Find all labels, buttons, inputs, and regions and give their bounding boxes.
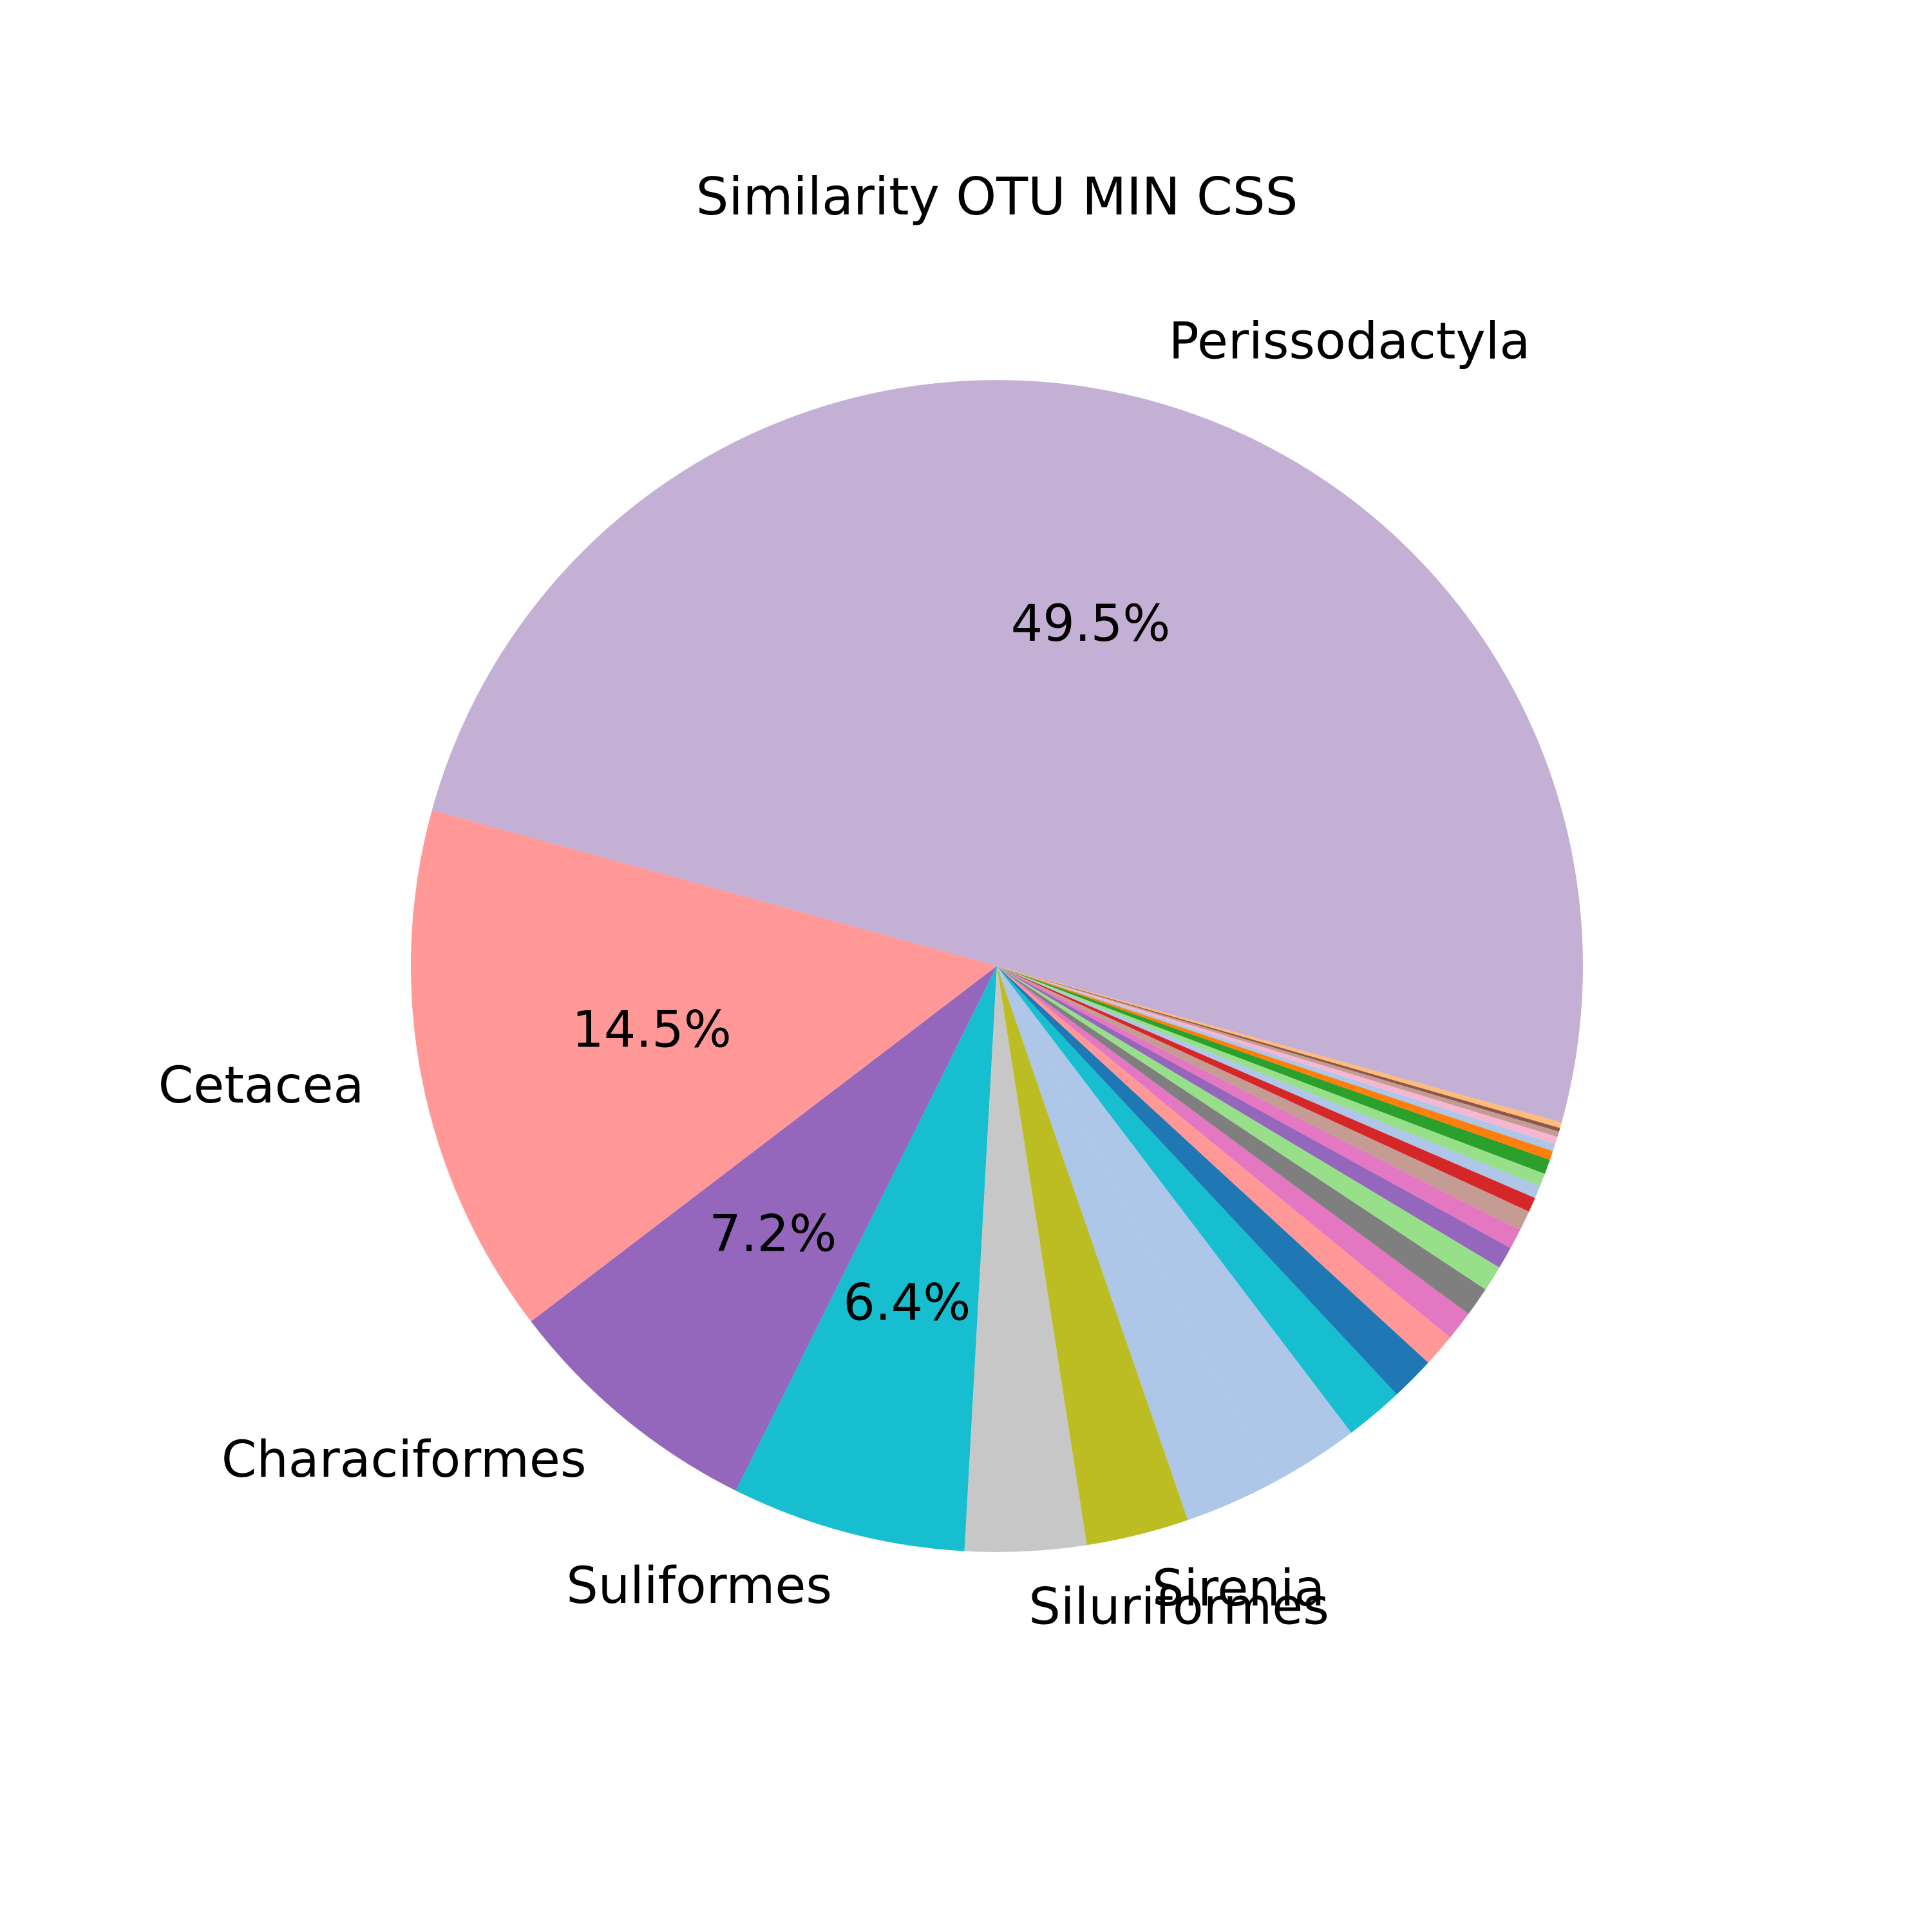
slice-label-characiformes: Characiformes: [222, 1431, 587, 1489]
chart-title: Similarity OTU MIN CSS: [696, 167, 1298, 227]
pie-slice-minor-6: [997, 966, 1273, 1520]
pie-slice-minor-12: [997, 966, 1486, 1314]
slice-percent-suliformes: 6.4%: [843, 1274, 971, 1332]
pie-labels: Perissodactyla Cetacea Characiformes Sulifo…: [158, 313, 1530, 1636]
pie-slice-minor-16: [997, 966, 1530, 1230]
pie-slice-minor-19: [997, 966, 1545, 1186]
pie-slice-minor-13: [997, 966, 1500, 1290]
slice-label-sirenia: Sirenia: [1152, 1560, 1325, 1618]
pie-slice-minor-18: [997, 966, 1540, 1198]
pie-slice-minor-20: [997, 966, 1550, 1174]
slice-label-cetacea: Cetacea: [158, 1057, 365, 1115]
pie-slice-minor-15: [997, 966, 1520, 1249]
pie-slice-minor-11: [997, 966, 1469, 1338]
pie-slice-siluriformes: [964, 966, 1087, 1552]
pie-slice-minor-9: [997, 966, 1428, 1395]
pie-slice-minor-17: [997, 966, 1535, 1212]
pie-slice-characiformes: [531, 966, 997, 1491]
pie-slice-minor-7: [997, 966, 1352, 1483]
pie-slice-minor-25: [997, 966, 1560, 1132]
pie-slice-sirenia: [997, 966, 1188, 1546]
pie-slice-perissodactyla: [431, 380, 1583, 1123]
pie-percent-labels: 49.5% 14.5% 7.2%6.4%: [572, 595, 1170, 1332]
slice-label-suliformes: Suliformes: [566, 1557, 832, 1615]
pie-slice-suliformes: [735, 966, 997, 1551]
slice-percent-characiformes: 7.2%: [709, 1205, 837, 1263]
pie-slice-minor-24: [997, 966, 1559, 1137]
pie-slice-minor-14: [997, 966, 1511, 1268]
pie-slice-minor-21: [997, 966, 1553, 1160]
slice-percent-cetacea: 14.5%: [572, 1001, 732, 1059]
pie-slice-minor-22: [997, 966, 1556, 1151]
slice-label-perissodactyla: Perissodactyla: [1169, 313, 1530, 371]
slice-label-siluriformes: Siluriformes: [1028, 1578, 1329, 1636]
pie-slice-minor-23: [997, 966, 1558, 1144]
pie-slice-minor-8: [997, 966, 1397, 1433]
slice-percent-perissodactyla: 49.5%: [1011, 595, 1171, 653]
pie-slice-cetacea: [411, 810, 997, 1322]
pie-slice-minor-10: [997, 966, 1450, 1363]
pie-slices: [411, 380, 1583, 1552]
pie-slice-minor-26: [997, 966, 1562, 1128]
